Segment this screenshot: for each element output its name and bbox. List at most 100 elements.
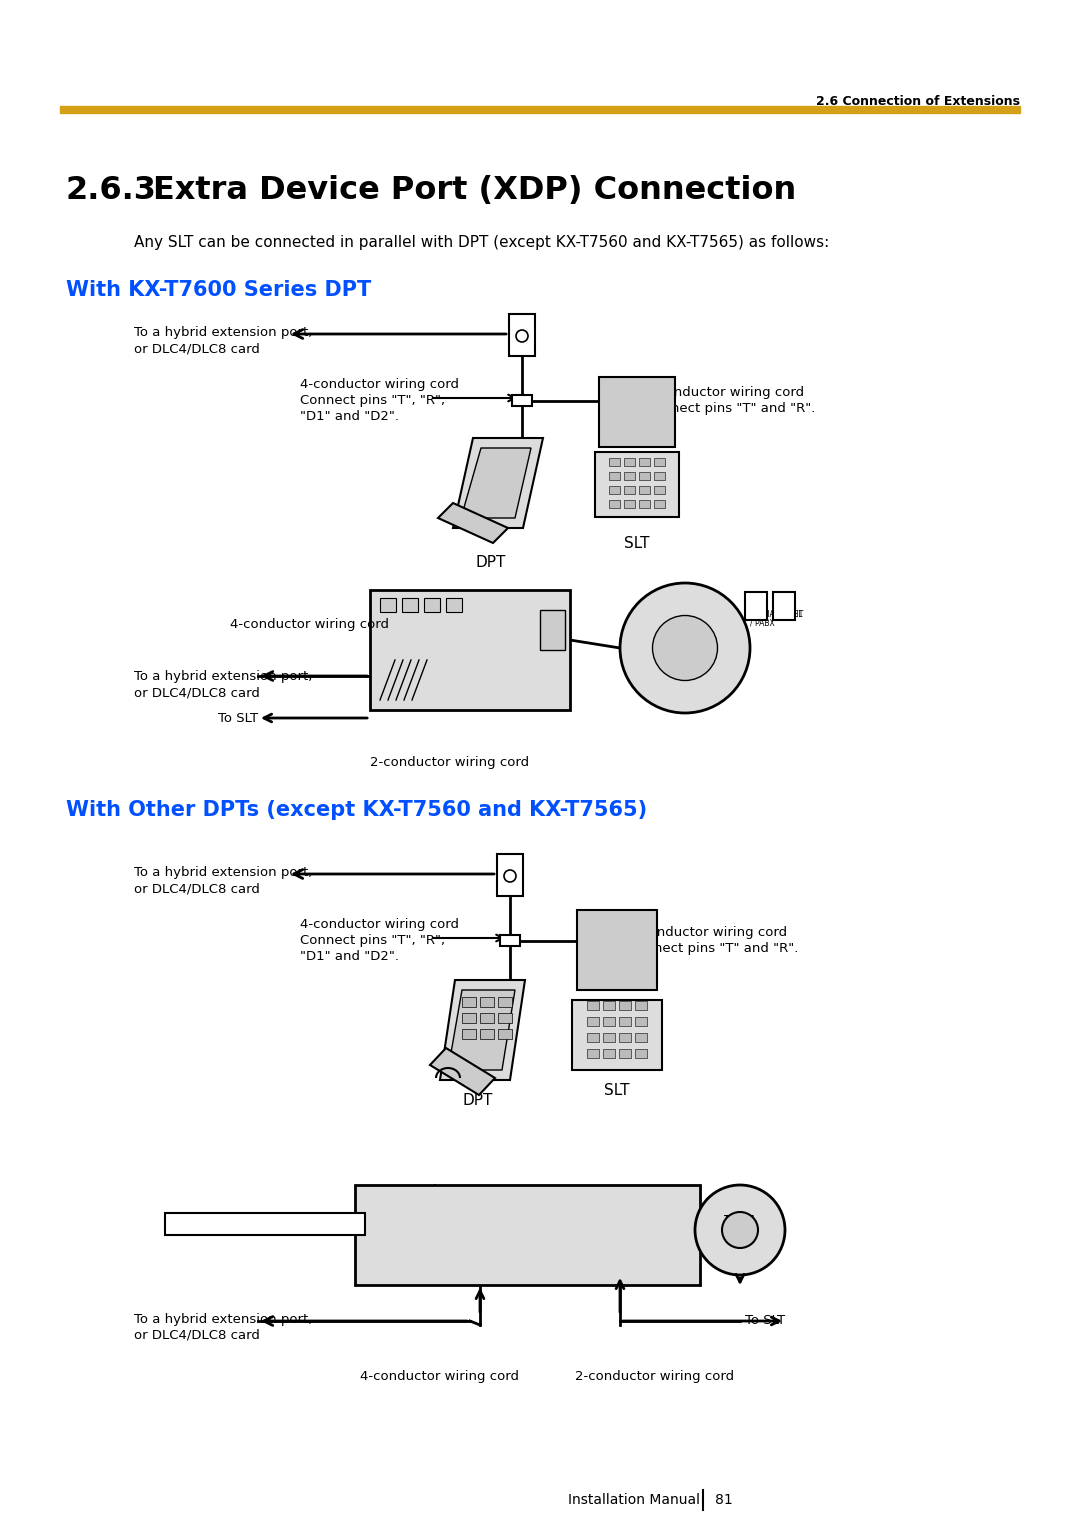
Bar: [619, 1033, 631, 1042]
Text: TO TEL: TO TEL: [724, 1215, 756, 1224]
Text: 4-conductor wiring cord: 4-conductor wiring cord: [300, 377, 459, 391]
Bar: [588, 1018, 599, 1025]
Bar: [498, 1028, 512, 1039]
Bar: [402, 597, 418, 613]
Text: 4-conductor wiring cord: 4-conductor wiring cord: [300, 918, 459, 931]
Text: TO EMSS or TO MAIN UNIT: TO EMSS or TO MAIN UNIT: [184, 1219, 347, 1229]
Text: "D1" and "D2".: "D1" and "D2".: [300, 410, 399, 423]
Bar: [512, 396, 532, 406]
Text: With KX-T7600 Series DPT: With KX-T7600 Series DPT: [66, 280, 372, 299]
Text: 2-conductor wiring cord: 2-conductor wiring cord: [645, 387, 805, 399]
Circle shape: [516, 330, 528, 342]
Polygon shape: [448, 990, 515, 1070]
Text: To SLT: To SLT: [745, 1314, 785, 1328]
Polygon shape: [461, 448, 531, 518]
Bar: [588, 1033, 599, 1042]
Bar: [480, 1028, 494, 1039]
Bar: [498, 1013, 512, 1024]
Bar: [497, 854, 523, 895]
Circle shape: [723, 1212, 758, 1248]
Text: or DLC4/DLC8 card: or DLC4/DLC8 card: [134, 686, 260, 698]
Bar: [773, 591, 795, 620]
Bar: [540, 610, 565, 649]
Bar: [624, 486, 635, 494]
Bar: [572, 999, 662, 1070]
Bar: [60, 105, 1020, 113]
Circle shape: [652, 616, 717, 680]
Bar: [446, 597, 462, 613]
Text: SLT: SLT: [624, 536, 650, 552]
Bar: [635, 1050, 647, 1057]
Text: To a hybrid extension port,: To a hybrid extension port,: [134, 1313, 312, 1326]
Bar: [639, 500, 650, 507]
Bar: [424, 597, 440, 613]
Bar: [500, 935, 519, 946]
Bar: [624, 500, 635, 507]
Text: 4-conductor wiring cord: 4-conductor wiring cord: [360, 1371, 519, 1383]
Bar: [639, 486, 650, 494]
Bar: [654, 500, 665, 507]
Bar: [619, 1001, 631, 1010]
Text: Connect pins "T", "R",: Connect pins "T", "R",: [300, 394, 445, 406]
Bar: [480, 1013, 494, 1024]
Bar: [509, 313, 535, 356]
Bar: [635, 1033, 647, 1042]
Bar: [370, 590, 570, 711]
Bar: [588, 1001, 599, 1010]
Bar: [745, 591, 767, 620]
Text: Installation Manual: Installation Manual: [568, 1493, 700, 1507]
Text: SLT: SLT: [604, 1083, 630, 1099]
Bar: [609, 472, 620, 480]
Bar: [603, 1018, 615, 1025]
Polygon shape: [430, 1048, 495, 1096]
Bar: [624, 472, 635, 480]
Bar: [654, 486, 665, 494]
Text: / PABX: / PABX: [750, 619, 774, 628]
Text: Connect pins "T" and "R".: Connect pins "T" and "R".: [627, 941, 798, 955]
Bar: [380, 597, 396, 613]
Bar: [654, 472, 665, 480]
Circle shape: [696, 1186, 785, 1274]
Text: or DLC4/DLC8 card: or DLC4/DLC8 card: [134, 1329, 260, 1342]
Text: "D1" and "D2".: "D1" and "D2".: [300, 950, 399, 963]
Bar: [609, 500, 620, 507]
Text: 2-conductor wiring cord: 2-conductor wiring cord: [575, 1371, 734, 1383]
Text: Connect pins "T" and "R".: Connect pins "T" and "R".: [645, 402, 815, 416]
Text: 4-conductor wiring cord: 4-conductor wiring cord: [230, 617, 389, 631]
Bar: [588, 1050, 599, 1057]
Bar: [462, 996, 476, 1007]
Text: DPT: DPT: [463, 1093, 494, 1108]
Bar: [639, 458, 650, 466]
Text: or DLC4/DLC8 card: or DLC4/DLC8 card: [134, 882, 260, 895]
Text: Any SLT can be connected in parallel with DPT (except KX-T7560 and KX-T7565) as : Any SLT can be connected in parallel wit…: [134, 235, 829, 251]
Bar: [639, 472, 650, 480]
Text: TO TEL: TO TEL: [777, 610, 802, 619]
Text: With Other DPTs (except KX-T7560 and KX-T7565): With Other DPTs (except KX-T7560 and KX-…: [66, 801, 647, 821]
Bar: [480, 996, 494, 1007]
Text: TO MAIN UNIT: TO MAIN UNIT: [750, 610, 804, 619]
Text: 2.6 Connection of Extensions: 2.6 Connection of Extensions: [816, 95, 1020, 108]
FancyBboxPatch shape: [165, 1213, 365, 1235]
Bar: [603, 1050, 615, 1057]
Circle shape: [504, 869, 516, 882]
Circle shape: [620, 584, 750, 714]
Polygon shape: [438, 503, 508, 542]
Bar: [619, 1018, 631, 1025]
Text: 2-conductor wiring cord: 2-conductor wiring cord: [370, 756, 529, 769]
Text: DPT: DPT: [476, 555, 507, 570]
Text: To a hybrid extension port,: To a hybrid extension port,: [134, 325, 312, 339]
Text: or DLC4/DLC8 card: or DLC4/DLC8 card: [134, 342, 260, 354]
Bar: [498, 996, 512, 1007]
Polygon shape: [440, 979, 525, 1080]
Bar: [624, 458, 635, 466]
Text: Connect pins "T", "R",: Connect pins "T", "R",: [300, 934, 445, 947]
Bar: [462, 1013, 476, 1024]
Text: 2.6.3: 2.6.3: [66, 176, 157, 206]
Text: To SLT: To SLT: [218, 712, 258, 724]
Bar: [462, 1028, 476, 1039]
Bar: [619, 1050, 631, 1057]
Bar: [595, 452, 679, 516]
Bar: [635, 1018, 647, 1025]
Text: 2-conductor wiring cord: 2-conductor wiring cord: [627, 926, 787, 940]
Text: 81: 81: [715, 1493, 732, 1507]
